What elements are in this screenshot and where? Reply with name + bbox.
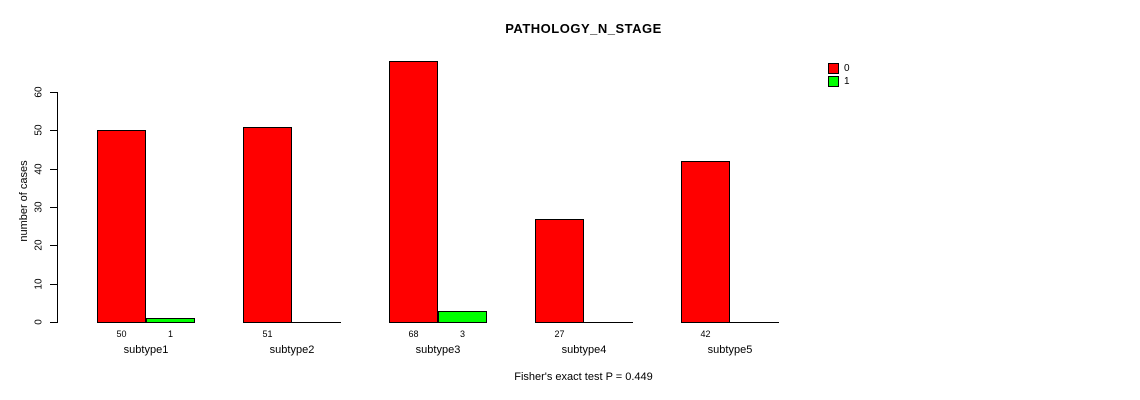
group-baseline — [681, 322, 779, 323]
x-category-label-subtype5: subtype5 — [707, 344, 753, 356]
bar-count-label-subtype3-group-0: 68 — [408, 329, 419, 339]
bar-subtype1-group-0 — [97, 130, 146, 323]
y-tick-label: 50 — [33, 124, 45, 136]
y-tick-label: 20 — [33, 239, 45, 251]
y-tick-label: 0 — [33, 319, 45, 325]
bar-subtype5-group-0 — [681, 161, 730, 323]
annotation-fisher-test: Fisher's exact test P = 0.449 — [514, 371, 653, 383]
bar-subtype1-group-1 — [146, 318, 195, 323]
legend-label-1: 1 — [844, 76, 850, 87]
bar-count-label-subtype3-group-1: 3 — [459, 329, 465, 339]
y-tick-label: 40 — [33, 163, 45, 175]
y-tick-label: 60 — [33, 86, 45, 98]
y-tick-label: 30 — [33, 201, 45, 213]
bar-subtype4-group-0 — [535, 219, 584, 323]
bar-count-label-subtype2-group-0: 51 — [262, 329, 273, 339]
group-baseline — [243, 322, 341, 323]
bar-count-label-subtype1-group-1: 1 — [167, 329, 173, 339]
y-tick — [50, 169, 57, 170]
y-tick-label: 10 — [33, 278, 45, 290]
legend-swatch-0 — [828, 63, 839, 74]
bar-subtype3-group-1 — [438, 311, 487, 323]
legend-label-0: 0 — [844, 63, 850, 74]
legend-item-0: 0 — [828, 63, 850, 74]
bar-subtype2-group-0 — [243, 127, 292, 323]
bar-count-label-subtype1-group-0: 50 — [116, 329, 127, 339]
group-baseline — [535, 322, 633, 323]
x-category-label-subtype2: subtype2 — [269, 344, 315, 356]
x-category-label-subtype1: subtype1 — [123, 344, 169, 356]
y-tick — [50, 92, 57, 93]
y-tick — [50, 322, 57, 323]
legend-swatch-1 — [828, 76, 839, 87]
y-tick — [50, 245, 57, 246]
y-tick — [50, 207, 57, 208]
x-category-label-subtype3: subtype3 — [415, 344, 461, 356]
bar-subtype3-group-0 — [389, 61, 438, 323]
y-tick — [50, 284, 57, 285]
legend-item-1: 1 — [828, 76, 850, 87]
bar-count-label-subtype5-group-0: 42 — [700, 329, 711, 339]
y-tick — [50, 130, 57, 131]
y-axis-line — [57, 92, 58, 323]
bar-count-label-subtype4-group-0: 27 — [554, 329, 565, 339]
chart-title: PATHOLOGY_N_STAGE — [505, 21, 662, 36]
x-category-label-subtype4: subtype4 — [561, 344, 607, 356]
